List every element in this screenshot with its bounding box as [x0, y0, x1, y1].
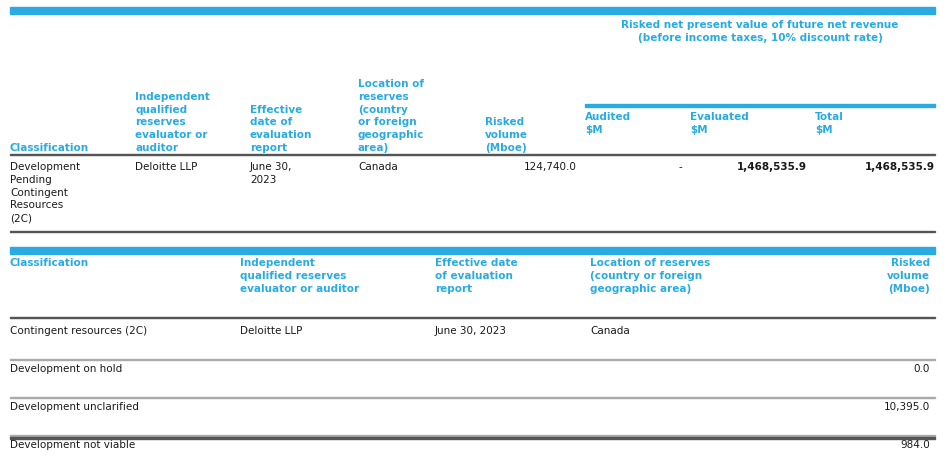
Text: Contingent resources (2C): Contingent resources (2C): [10, 325, 147, 335]
Text: 10,395.0: 10,395.0: [883, 401, 929, 411]
Bar: [10, 435, 934, 436]
Bar: [584, 105, 934, 107]
Text: 124,740.0: 124,740.0: [524, 162, 577, 172]
Text: Risked net present value of future net revenue
(before income taxes, 10% discoun: Risked net present value of future net r…: [620, 20, 898, 43]
Text: Location of
reserves
(country
or foreign
geographic
area): Location of reserves (country or foreign…: [358, 79, 424, 153]
Text: Deloitte LLP: Deloitte LLP: [135, 162, 197, 172]
Bar: [10, 231, 934, 233]
Text: Evaluated
$M: Evaluated $M: [689, 112, 748, 134]
Text: Location of reserves
(country or foreign
geographic area): Location of reserves (country or foreign…: [589, 257, 710, 293]
Text: Canada: Canada: [589, 325, 629, 335]
Text: Development not viable: Development not viable: [10, 439, 135, 449]
Text: Effective
date of
evaluation
report: Effective date of evaluation report: [250, 104, 312, 153]
Bar: [10, 437, 934, 438]
Bar: [10, 317, 934, 319]
Text: Canada: Canada: [358, 162, 397, 172]
Text: Classification: Classification: [10, 257, 89, 268]
Text: Effective date
of evaluation
report: Effective date of evaluation report: [434, 257, 517, 293]
Text: 0.0: 0.0: [913, 363, 929, 373]
Bar: [10, 155, 934, 156]
Text: 1,468,535.9: 1,468,535.9: [864, 162, 934, 172]
Text: 984.0: 984.0: [900, 439, 929, 449]
Text: -: -: [678, 162, 682, 172]
Bar: [10, 247, 934, 254]
Text: 1,468,535.9: 1,468,535.9: [736, 162, 806, 172]
Text: Risked
volume
(Mboe): Risked volume (Mboe): [484, 117, 528, 153]
Text: Development unclarified: Development unclarified: [10, 401, 139, 411]
Text: Development on hold: Development on hold: [10, 363, 122, 373]
Text: Total
$M: Total $M: [814, 112, 843, 134]
Text: June 30, 2023: June 30, 2023: [434, 325, 507, 335]
Text: Classification: Classification: [10, 143, 89, 153]
Bar: [10, 359, 934, 360]
Bar: [10, 8, 934, 15]
Text: Deloitte LLP: Deloitte LLP: [240, 325, 302, 335]
Text: Audited
$M: Audited $M: [584, 112, 631, 134]
Text: Development
Pending
Contingent
Resources
(2C): Development Pending Contingent Resources…: [10, 162, 80, 223]
Text: June 30,
2023: June 30, 2023: [250, 162, 292, 185]
Bar: [10, 397, 934, 398]
Text: Independent
qualified reserves
evaluator or auditor: Independent qualified reserves evaluator…: [240, 257, 359, 293]
Text: Risked
volume
(Mboe): Risked volume (Mboe): [886, 257, 929, 293]
Text: Independent
qualified
reserves
evaluator or
auditor: Independent qualified reserves evaluator…: [135, 92, 210, 153]
